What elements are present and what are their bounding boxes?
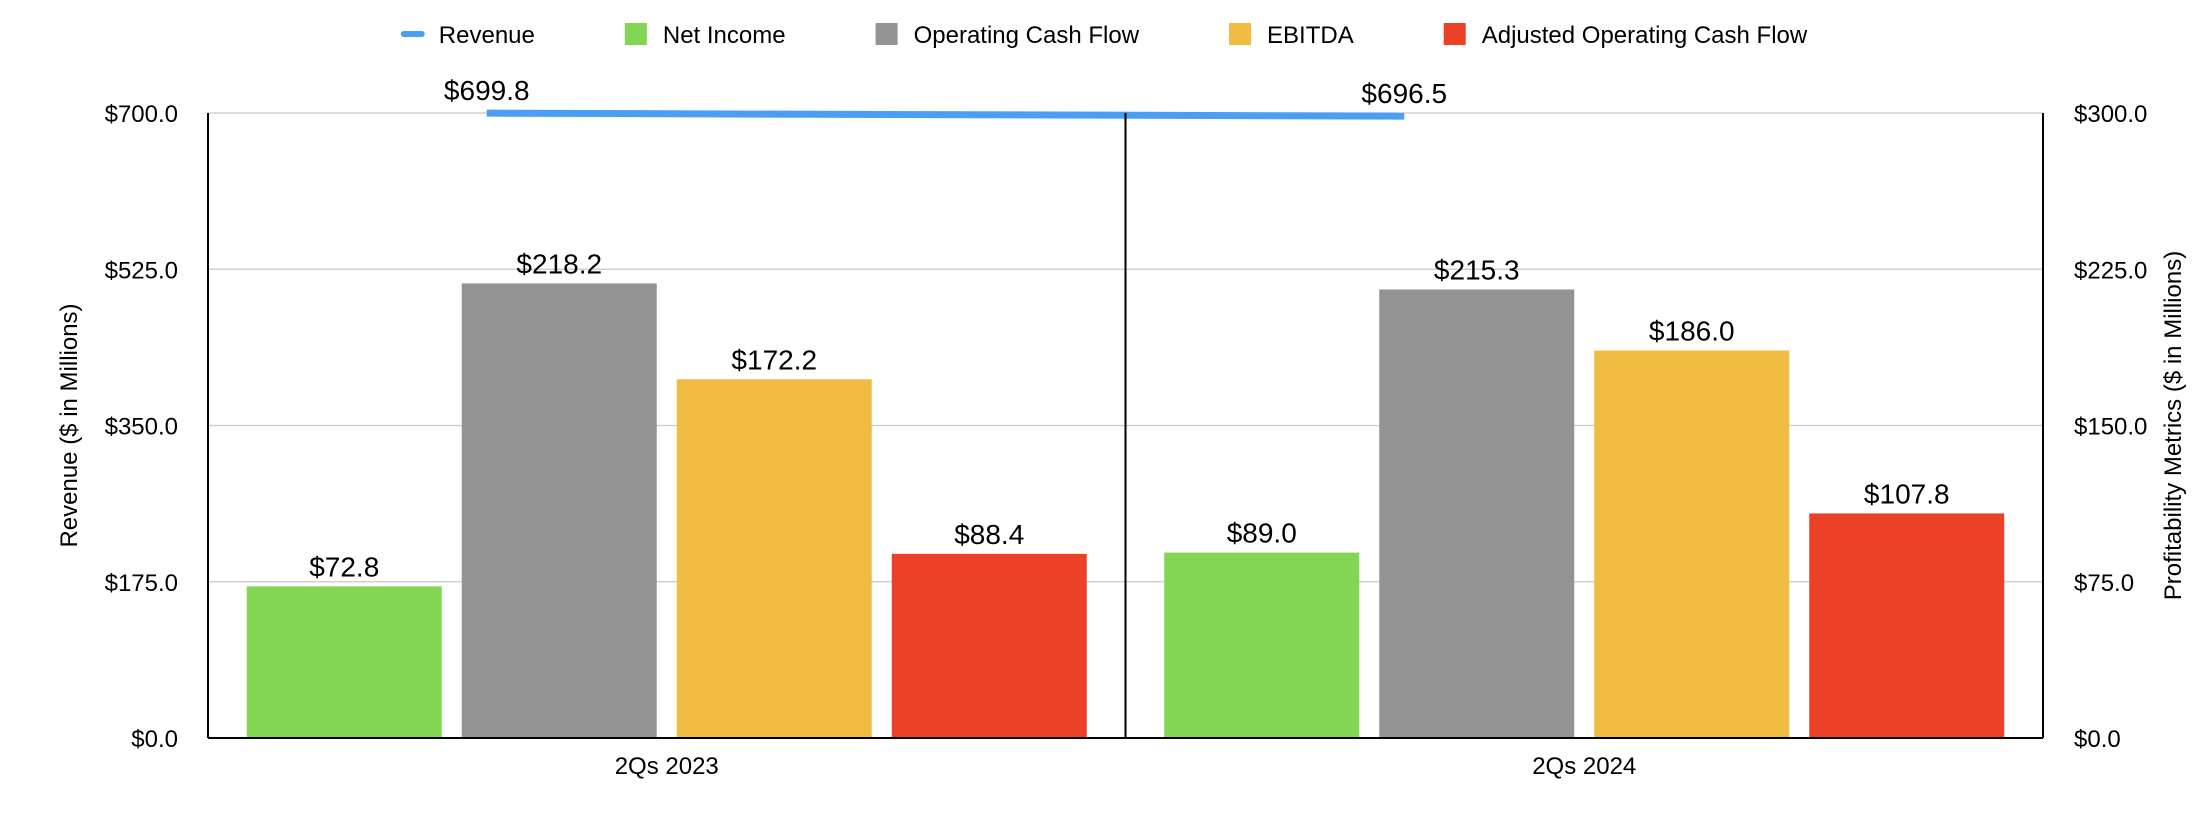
bars — [246, 283, 2005, 738]
y-right-axis-title: Profitability Metrics ($ in Millions) — [2160, 251, 2187, 600]
x-tick-label-2qs-2023: 2Qs 2023 — [615, 753, 719, 780]
legend-swatch-revenue — [400, 31, 425, 37]
x-tick-label-2qs-2024: 2Qs 2024 — [1532, 753, 1636, 780]
legend-swatch-operating-cash-flow — [875, 23, 898, 45]
bar-ebitda-2qs-2023 — [676, 379, 872, 738]
bar-ebitda-2qs-2024 — [1594, 350, 1790, 738]
bar-operating-cash-flow-2qs-2024 — [1379, 289, 1575, 738]
legend-item-adjusted-operating-cash-flow: Adjusted Operating Cash Flow — [1443, 22, 1808, 49]
legend-swatch-adjusted-operating-cash-flow — [1443, 23, 1466, 45]
y-left-tick-label: $700.0 — [105, 101, 178, 128]
data-label-operating-cash-flow-2qs-2024: $215.3 — [1434, 254, 1520, 285]
data-label-revenue-2qs-2024: $696.5 — [1361, 78, 1447, 109]
bar-operating-cash-flow-2qs-2023 — [461, 283, 657, 738]
data-label-adjusted-operating-cash-flow-2qs-2023: $88.4 — [954, 519, 1024, 550]
bar-adjusted-operating-cash-flow-2qs-2023 — [891, 553, 1087, 738]
data-label-revenue-2qs-2023: $699.8 — [444, 75, 530, 106]
y-right-tick-label: $75.0 — [2074, 570, 2134, 597]
legend: Revenue Net Income Operating Cash Flow EBIT… — [400, 22, 1808, 49]
data-label-adjusted-operating-cash-flow-2qs-2024: $107.8 — [1864, 478, 1950, 509]
y-left-axis-title: Revenue ($ in Millions) — [56, 303, 83, 547]
data-label-ebitda-2qs-2023: $172.2 — [731, 344, 817, 375]
data-label-net-income-2qs-2023: $72.8 — [309, 551, 379, 582]
revenue-line — [486, 109, 1405, 120]
y-right-tick-label: $300.0 — [2074, 101, 2147, 128]
legend-label-operating-cash-flow: Operating Cash Flow — [914, 22, 1140, 49]
axes: $0.0 $175.0 $350.0 $525.0 $700.0 $0.0 $75.0 $15… — [56, 101, 2187, 780]
y-left-tick-label: $0.0 — [131, 726, 178, 753]
y-left-tick-label: $175.0 — [105, 570, 178, 597]
bar-adjusted-operating-cash-flow-2qs-2024 — [1809, 513, 2005, 738]
y-left-tick-label: $525.0 — [105, 257, 178, 284]
y-left-tick-label: $350.0 — [105, 414, 178, 441]
legend-swatch-ebitda — [1229, 23, 1252, 45]
legend-label-net-income: Net Income — [663, 22, 786, 49]
legend-item-operating-cash-flow: Operating Cash Flow — [875, 22, 1140, 49]
y-right-tick-label: $150.0 — [2074, 414, 2147, 441]
data-label-ebitda-2qs-2024: $186.0 — [1649, 316, 1735, 347]
legend-label-ebitda: EBITDA — [1267, 22, 1354, 49]
labels: $72.8 $218.2 $172.2 $88.4 $89.0 $215.3 $186.0 $… — [309, 75, 1949, 582]
y-right-tick-label: $0.0 — [2074, 726, 2121, 753]
data-label-operating-cash-flow-2qs-2023: $218.2 — [516, 248, 602, 279]
legend-item-revenue: Revenue — [400, 22, 535, 49]
legend-label-revenue: Revenue — [439, 22, 535, 49]
legend-label-adjusted-operating-cash-flow: Adjusted Operating Cash Flow — [1482, 22, 1808, 49]
data-label-net-income-2qs-2024: $89.0 — [1227, 518, 1297, 549]
legend-item-net-income: Net Income — [624, 22, 786, 49]
y-right-tick-label: $225.0 — [2074, 257, 2147, 284]
bar-net-income-2qs-2024 — [1164, 552, 1360, 738]
line-revenue — [486, 109, 1405, 120]
legend-swatch-net-income — [624, 23, 647, 45]
legend-item-ebitda: EBITDA — [1229, 22, 1354, 49]
bar-net-income-2qs-2023 — [246, 586, 442, 738]
